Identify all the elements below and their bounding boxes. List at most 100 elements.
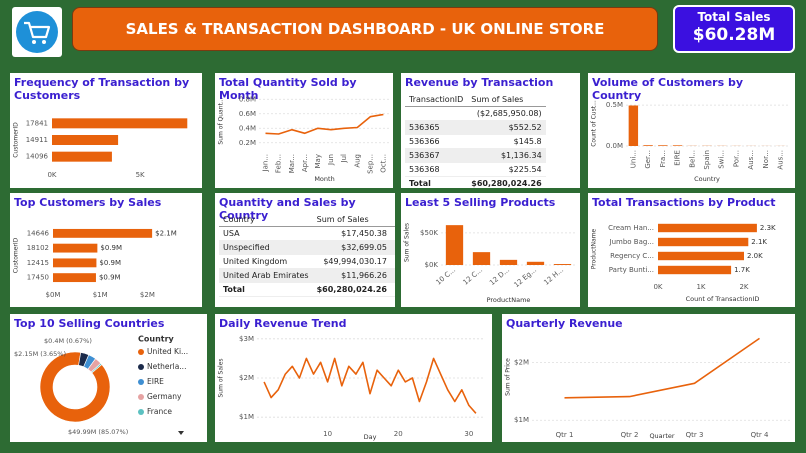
table-cell: 536365 [405,120,468,135]
bar [658,237,749,247]
y-axis-title: ProductName [591,228,598,269]
y-tick-label: Party Bunti... [609,266,654,274]
scroll-arrow [178,431,184,435]
table-cell: $11,966.26 [312,268,391,283]
panel: Quantity and Sales by Country Country Sum … [215,193,395,307]
table-row: ($2,685,950.08) [405,106,546,121]
column-header: Sum of Sales [312,213,391,227]
chart: $0K $50K 10 C... 12 C... 12 D... 12 Eg... 12 H… [404,223,576,304]
table-row: 536367 $1,136.34 [405,148,546,163]
bar [499,259,518,265]
kpi-value: $60.28M [692,25,776,45]
x-tick-label: 20 [394,430,403,438]
table-cell: $225.54 [467,162,546,177]
y-axis-title: CustomerID [13,237,20,273]
table-cell: $552.52 [467,120,546,135]
x-tick-label: Spain [703,150,711,170]
data-label: $0.9M [100,244,122,252]
x-axis-title: Day [364,433,377,441]
y-tick-label: 18102 [27,244,49,252]
panel-title: Total Transactions by Product [592,196,776,209]
x-axis-title: Country [694,175,720,183]
x-tick-label: Qtr 4 [751,431,769,439]
data-label: $2.15M (3.65%) [14,350,66,358]
cart-icon [16,11,58,53]
bar [643,145,653,146]
table-row: Unspecified $32,699.05 [219,240,395,255]
legend-label: Netherla... [147,362,186,371]
panel: Daily Revenue Trend $1M $2M $3M 10 20 30 Day Sum… [215,314,492,442]
chart: $49.99M (85.07%) $2.15M (3.65%) $0.4M (0.6… [14,335,188,437]
x-axis-title: Count of TransactionID [686,295,760,303]
x-tick-label: Aus... [777,150,785,170]
panel-title: Top Customers by Sales [14,196,162,209]
table-cell: 536366 [405,134,468,149]
slice [90,362,103,374]
bar [472,252,491,265]
y-tick-label: $2M [514,359,529,367]
bar [658,223,757,233]
y-tick-label: 14646 [27,229,50,237]
x-tick-label: Jul [340,154,348,164]
y-tick-label: 17841 [26,119,48,127]
panel-title: Volume of Customers by Country [592,76,744,102]
bar [52,151,112,162]
data-label: 1.7K [734,266,750,274]
x-tick-label: Qtr 1 [556,431,574,439]
bar [628,105,639,146]
legend-label: EIRE [147,377,164,386]
panel: Least 5 Selling Products $0K $50K 10 C... 12… [401,193,580,307]
table-cell: ($2,685,950.08) [467,106,546,121]
x-tick-label: 1K [696,283,705,291]
y-axis-title: Sum of Price [505,358,512,396]
table-cell: 536368 [405,162,468,177]
total-row: Total $60,280,024.26 [405,176,546,188]
legend-marker [138,364,144,370]
x-tick-label: Fra... [659,150,667,167]
bar [526,261,545,265]
line [265,113,384,135]
bar [53,243,98,253]
data-table: TransactionID Sum of Sales ($2,685,950.08)… [405,93,546,188]
table-row: USA $17,450.38 [219,226,395,241]
bar [658,251,744,261]
table-cell: $32,699.05 [312,240,391,255]
legend-marker [138,394,144,400]
table-cell [405,106,468,121]
table-cell: United Kingdom [219,254,313,269]
column-header: Country [219,213,313,227]
x-tick-label: May [314,154,322,168]
table-cell [390,254,395,269]
x-tick-label: Feb... [275,154,283,173]
x-tick-label: $2M [140,291,155,299]
y-tick-label: 14096 [26,153,49,161]
chart: $1M $2M Qtr 1 Qtr 2 Qtr 3 Qtr 4 Quarter Sum of … [505,337,792,440]
line [564,337,760,399]
x-tick-label: 12 D... [488,266,511,287]
table-cell: United Arab Emirates [219,268,313,283]
total-cell: Total [405,176,468,188]
kpi-card: Total Sales $60.28M [673,5,795,53]
header-row: TransactionID Sum of Sales [405,93,546,107]
table-cell [390,226,395,241]
x-axis-title: Month [314,175,334,183]
x-tick-label: Oct... [379,154,387,173]
bar [658,265,732,275]
x-tick-label: Aug [353,154,361,168]
legend-label: France [147,407,172,416]
x-tick-label: 5K [136,171,145,179]
panel: Top 10 Selling Countries $49.99M (85.07%)… [10,314,207,442]
data-label: 2.3K [760,224,776,232]
y-tick-label: $0K [425,261,439,269]
y-tick-label: $50K [420,229,438,237]
bar [445,225,464,265]
table-row: 536368 $225.54 [405,162,546,177]
panel: Total Quantity Sold by Month 0.2M 0.4M 0.6M… [215,73,393,188]
x-tick-label: Apr... [301,154,309,172]
data-label: $0.9M [99,274,121,282]
x-tick-label: 10 C... [435,266,458,287]
bar [53,273,96,283]
y-tick-label: 0.0M [606,142,623,150]
legend-marker [138,409,144,415]
